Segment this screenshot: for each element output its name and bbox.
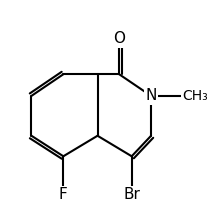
Text: O: O — [113, 32, 125, 46]
Text: F: F — [59, 188, 68, 202]
Text: N: N — [145, 88, 157, 103]
Text: Br: Br — [123, 188, 140, 202]
Text: CH₃: CH₃ — [182, 89, 208, 103]
